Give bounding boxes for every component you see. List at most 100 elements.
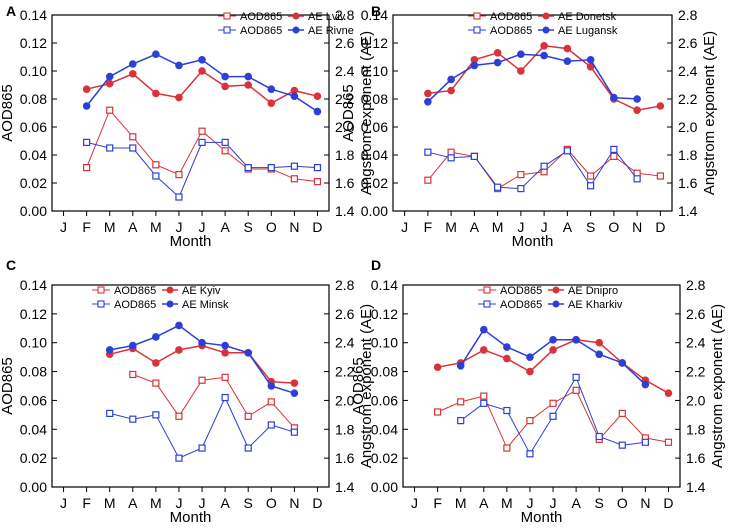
x-tick-label: O bbox=[266, 219, 277, 235]
x-tick-label: A bbox=[470, 219, 480, 235]
y-axis-label: AOD865 bbox=[0, 84, 16, 142]
data-point bbox=[82, 85, 91, 93]
y2-tick-label: 2.4 bbox=[678, 63, 698, 79]
data-point bbox=[221, 138, 229, 146]
x-tick-label: O bbox=[617, 495, 628, 511]
data-point bbox=[641, 380, 650, 389]
x-tick-label: O bbox=[266, 495, 277, 511]
data-point bbox=[457, 417, 465, 425]
y-tick-label: 0.10 bbox=[371, 335, 398, 351]
data-point bbox=[128, 70, 137, 78]
data-point bbox=[656, 102, 665, 110]
data-point bbox=[267, 421, 275, 429]
y-tick-label: 0.04 bbox=[361, 147, 388, 163]
x-tick-label: M bbox=[445, 219, 457, 235]
data-point bbox=[221, 147, 229, 155]
data-point bbox=[433, 363, 442, 372]
y-tick-label: 0.08 bbox=[20, 364, 47, 380]
x-tick-label: J bbox=[199, 495, 206, 511]
data-point bbox=[267, 99, 276, 107]
data-point bbox=[313, 92, 322, 100]
data-point bbox=[221, 349, 229, 357]
series-aod865-kyiv bbox=[129, 370, 298, 432]
legend-marker bbox=[542, 12, 550, 20]
x-tick-label: M bbox=[150, 219, 162, 235]
x-axis-label: Month bbox=[521, 509, 563, 526]
y-tick-label: 0.06 bbox=[20, 119, 47, 135]
y2-tick-label: 2.8 bbox=[686, 277, 706, 293]
y-tick-label: 0.12 bbox=[20, 306, 47, 322]
legend-label: AOD865 bbox=[114, 285, 156, 297]
data-point bbox=[470, 56, 479, 64]
x-tick-label: N bbox=[632, 219, 642, 235]
x-tick-label: J bbox=[517, 219, 524, 235]
data-point bbox=[175, 171, 183, 179]
x-tick-label: J bbox=[541, 219, 548, 235]
data-point bbox=[526, 450, 534, 458]
y-tick-label: 0.02 bbox=[20, 450, 47, 466]
data-point bbox=[244, 81, 253, 89]
data-point bbox=[290, 162, 298, 170]
series-aod865-lugansk bbox=[424, 145, 641, 193]
legend-marker bbox=[97, 286, 105, 294]
y2-tick-label: 2.0 bbox=[678, 119, 698, 135]
y2-axis-label: Angstrom exponent (AE) bbox=[701, 31, 718, 195]
data-point bbox=[563, 57, 572, 65]
data-point bbox=[526, 353, 534, 361]
y-tick-label: 0.14 bbox=[371, 277, 398, 293]
data-point bbox=[572, 373, 580, 381]
y2-tick-label: 2.6 bbox=[686, 306, 706, 322]
legend-marker bbox=[473, 26, 481, 34]
data-point bbox=[221, 393, 229, 402]
series-aod865-minsk bbox=[106, 393, 298, 462]
x-tick-label: J bbox=[175, 219, 182, 235]
data-point bbox=[540, 51, 548, 60]
y2-tick-label: 1.4 bbox=[686, 479, 706, 495]
x-tick-label: D bbox=[312, 495, 322, 511]
data-point bbox=[586, 56, 595, 64]
y-tick-label: 0.14 bbox=[20, 7, 47, 23]
y-tick-label: 0.00 bbox=[20, 479, 47, 495]
y2-tick-label: 1.4 bbox=[335, 479, 355, 495]
x-axis-label: Month bbox=[170, 509, 212, 526]
data-point bbox=[152, 50, 160, 58]
x-tick-label: O bbox=[608, 219, 619, 235]
data-point bbox=[198, 338, 206, 347]
data-point bbox=[175, 61, 183, 70]
x-tick-label: F bbox=[82, 495, 91, 511]
series-line bbox=[86, 141, 318, 198]
x-tick-label: F bbox=[424, 219, 433, 235]
data-point bbox=[175, 321, 183, 330]
x-tick-label: N bbox=[289, 495, 299, 511]
data-point bbox=[424, 148, 432, 156]
y-tick-label: 0.08 bbox=[361, 91, 388, 107]
y2-tick-label: 1.6 bbox=[678, 175, 698, 191]
y-tick-label: 0.10 bbox=[20, 63, 47, 79]
data-point bbox=[479, 346, 488, 354]
y2-tick-label: 2.2 bbox=[335, 364, 355, 380]
legend-label: AOD865 bbox=[240, 11, 282, 23]
panel-c: C 0.00 0.02 0.04 0.06 0.08 0.10 0.12 0.14 1.4 1.6 1… bbox=[0, 257, 375, 526]
legend-label: AE Lugansk bbox=[558, 25, 618, 37]
y-tick-label: 0.00 bbox=[361, 203, 388, 219]
legend-label: AOD865 bbox=[500, 285, 542, 297]
data-point bbox=[290, 86, 299, 95]
x-tick-label: M bbox=[150, 495, 162, 511]
data-point bbox=[152, 379, 160, 387]
x-tick-label: A bbox=[571, 495, 581, 511]
legend-label: AOD865 bbox=[114, 299, 156, 311]
data-point bbox=[587, 182, 595, 190]
panel-label: D bbox=[371, 257, 381, 273]
data-point bbox=[526, 367, 534, 376]
data-point bbox=[480, 399, 488, 407]
x-tick-label: J bbox=[526, 495, 533, 511]
legend-marker bbox=[552, 300, 560, 308]
legend-marker bbox=[97, 300, 105, 308]
data-point bbox=[290, 379, 299, 387]
data-point bbox=[128, 341, 137, 350]
data-point bbox=[290, 389, 299, 398]
data-point bbox=[563, 44, 572, 53]
data-point bbox=[221, 373, 229, 381]
plot-frame bbox=[392, 14, 673, 212]
data-point bbox=[175, 193, 183, 201]
